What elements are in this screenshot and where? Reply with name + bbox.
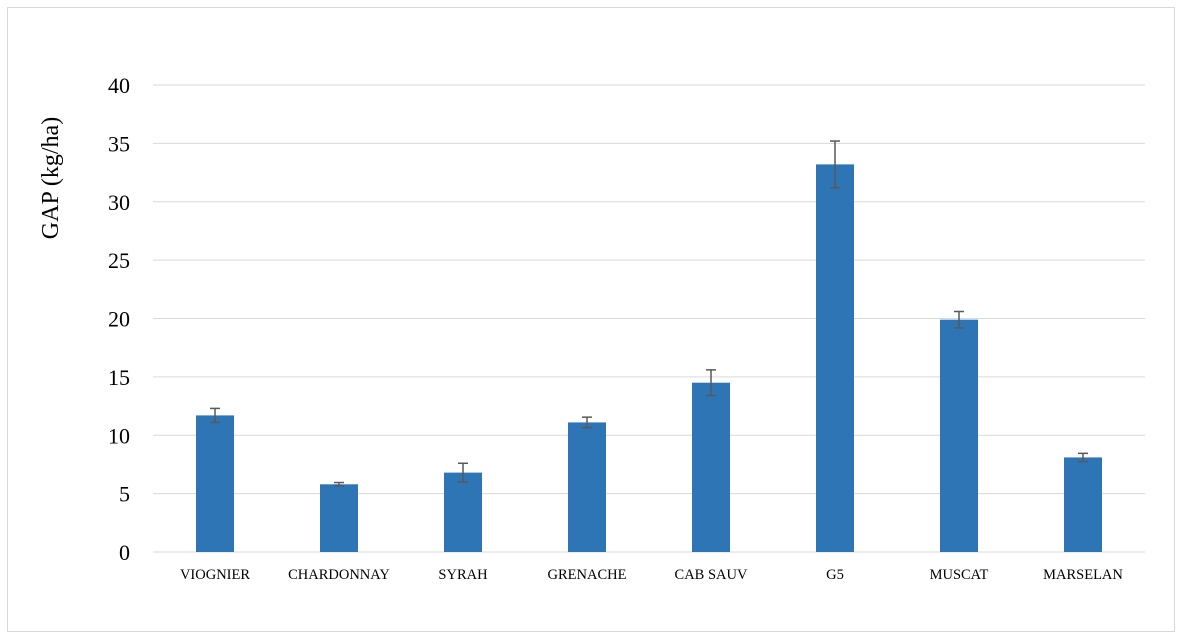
y-tick-label: 20 [108,307,130,332]
bar-viognier [196,415,234,552]
y-tick-labels: 0 5 10 15 20 25 30 35 40 [108,73,130,565]
error-bar [582,416,592,429]
x-tick-label: CHARDONNAY [288,567,390,583]
x-tick-label: SYRAH [438,567,488,583]
x-tick-label: VIOGNIER [180,567,250,583]
error-bar [334,481,344,487]
y-tick-label: 35 [108,131,130,156]
y-tick-label: 10 [108,423,130,448]
error-bar [458,462,468,483]
x-tick-label: G5 [826,567,844,583]
y-tick-label: 5 [119,482,130,507]
bars [196,164,1102,552]
error-bar [706,369,716,397]
bar-muscat [940,319,978,552]
y-tick-label: 30 [108,190,130,215]
x-tick-label: GRENACHE [548,567,627,583]
error-bar [830,140,840,189]
x-tick-label: CAB SAUV [675,567,748,583]
y-tick-label: 0 [119,540,130,565]
y-axis-title: GAP (kg/ha) [38,117,64,239]
error-bar [954,310,964,329]
x-tick-label: MARSELAN [1043,567,1123,583]
x-tick-label: MUSCAT [930,567,989,583]
bar-chardonnay [320,484,358,552]
y-tick-label: 15 [108,365,130,390]
bar-marselan [1064,457,1102,552]
bar-cab-sauv [692,382,730,552]
y-tick-label: 25 [108,248,130,273]
y-tick-label: 40 [108,73,130,98]
gridlines [153,84,1145,553]
x-tick-labels: VIOGNIER CHARDONNAY SYRAH GRENACHE CAB SAUV G… [180,567,1123,583]
error-bar [1078,452,1088,463]
error-bars [210,140,1088,487]
bar-grenache [568,422,606,552]
error-bar [210,407,220,424]
bar-g5 [816,164,854,552]
bar-syrah [444,472,482,552]
